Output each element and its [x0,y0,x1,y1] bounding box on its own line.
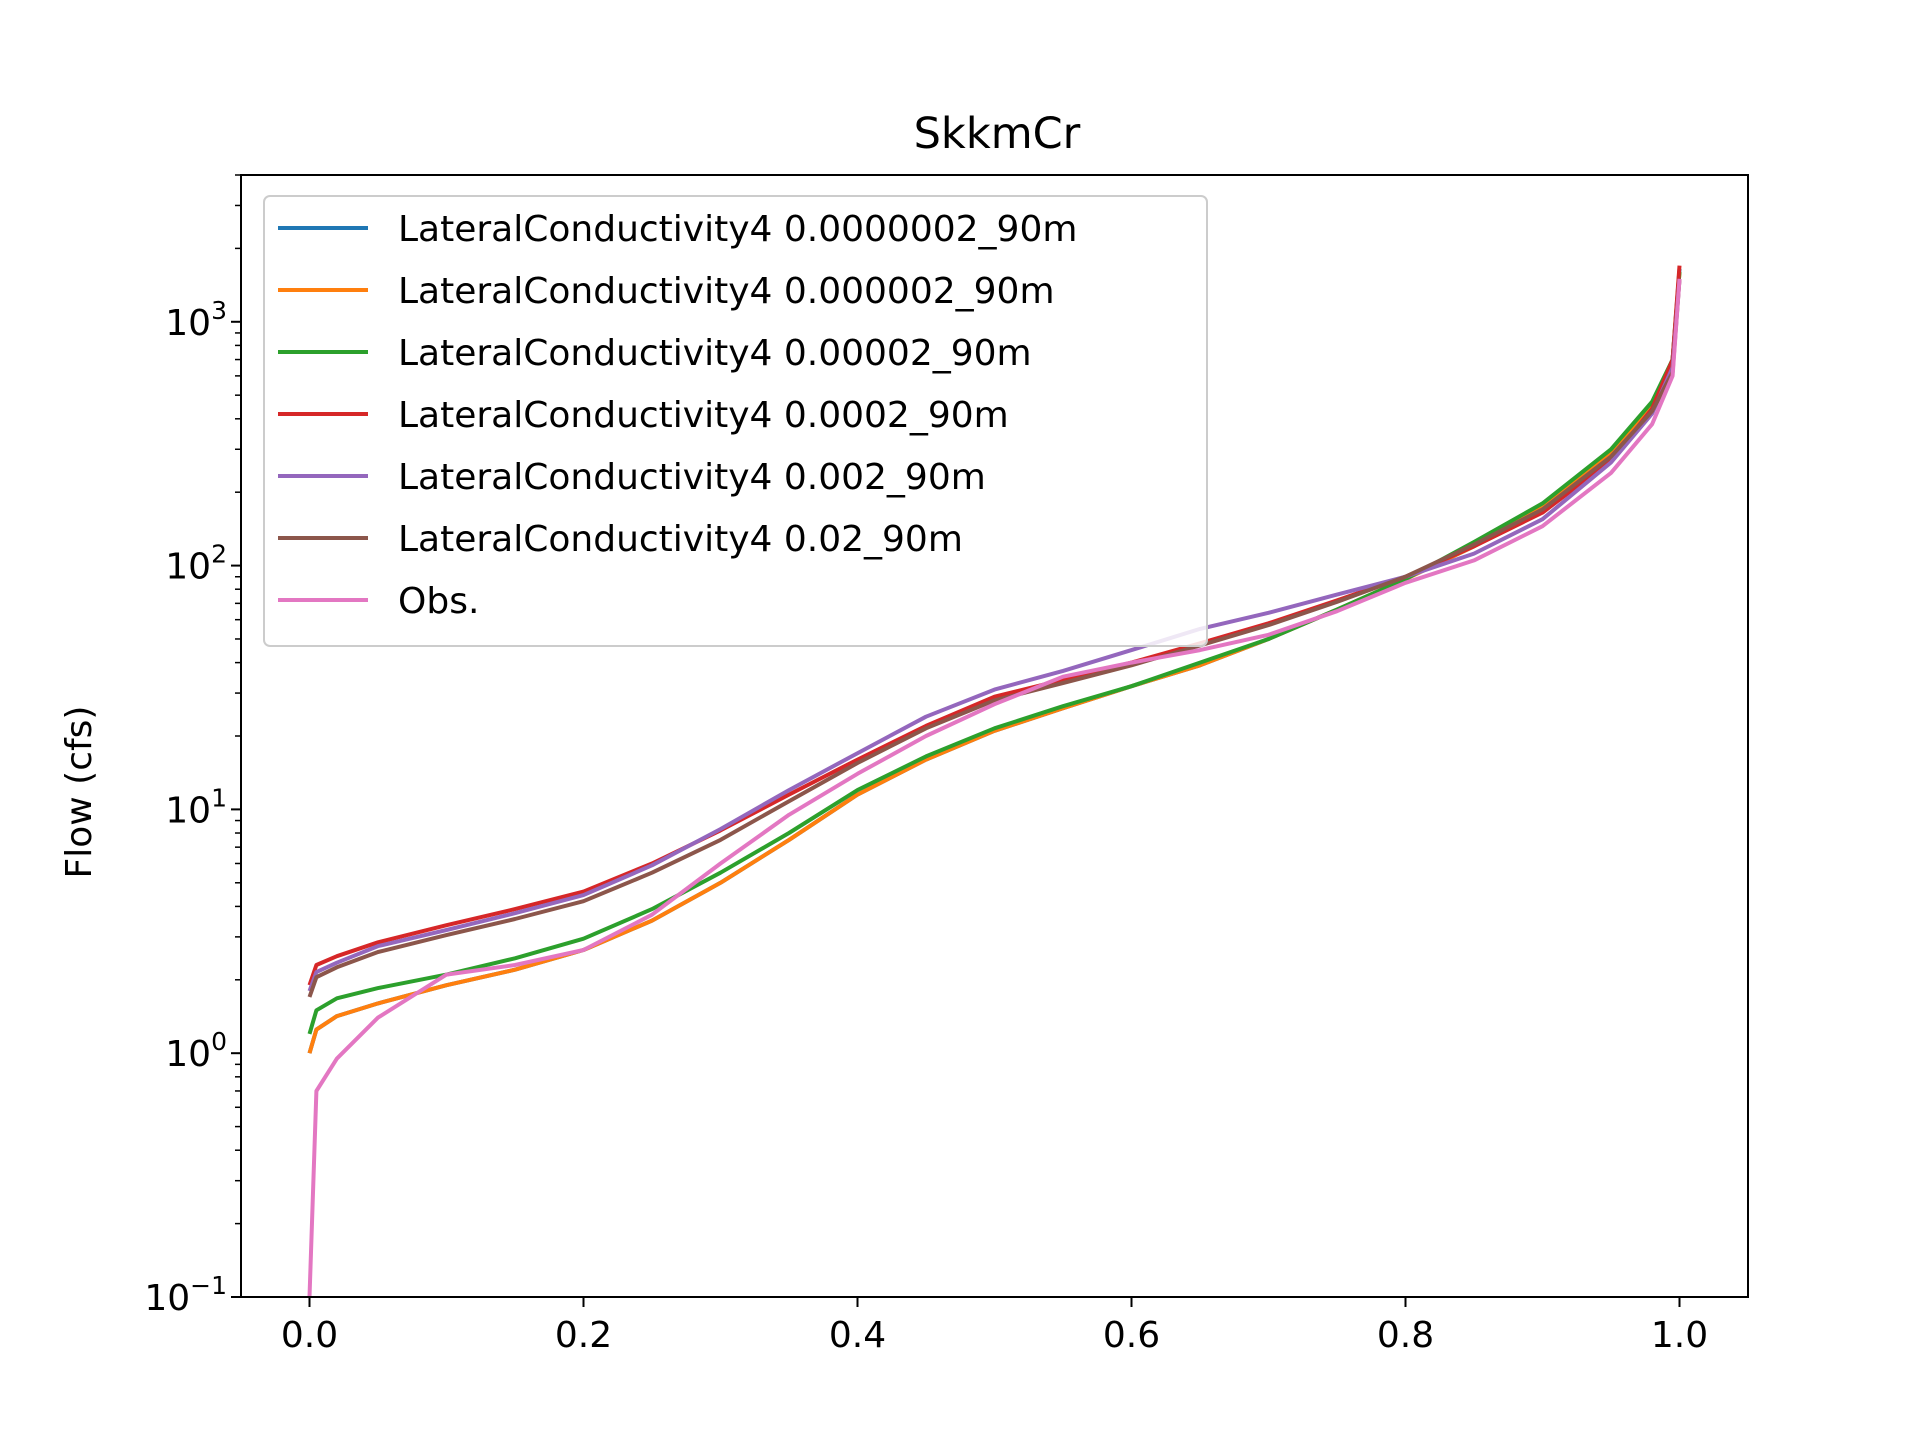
y-tick-label: 101 [165,783,227,831]
series-line-7 [307,278,1682,1297]
x-tick-label: 0.4 [829,1315,886,1356]
legend-label: Obs. [398,581,479,622]
x-tick-label: 0.0 [281,1315,338,1356]
x-tick-label: 0.6 [1103,1315,1160,1356]
legend-label: LateralConductivity4 0.0000002_90m [398,209,1077,250]
y-axis: 10−1 100 101 102 103 [144,174,241,1319]
legend-box [263,195,1208,647]
series-line-4 [307,265,1682,986]
series-line-2 [307,271,1682,1054]
legend-label: LateralConductivity4 0.002_90m [398,457,986,498]
y-tick-label: 100 [165,1027,227,1075]
chart-title: SkkmCr [914,109,1081,159]
series-line-6 [307,278,1682,998]
x-tick-label: 0.8 [1377,1315,1434,1356]
x-tick-label: 0.2 [555,1315,612,1356]
legend-label: LateralConductivity4 0.000002_90m [398,271,1055,312]
series-line-5 [307,278,1682,992]
legend-label: LateralConductivity4 0.0002_90m [398,395,1009,436]
legend-label: LateralConductivity4 0.02_90m [398,519,963,560]
x-axis: 0.0 0.2 0.4 0.6 0.8 1.0 [281,1297,1708,1356]
x-tick-label: 1.0 [1651,1315,1708,1356]
y-tick-label: 10−1 [144,1271,227,1319]
y-tick-label: 102 [165,540,227,588]
y-axis-label: Flow (cfs) [59,706,100,879]
plot-lines [307,265,1682,1297]
legend: LateralConductivity4 0.0000002_90m Latera… [263,195,1208,647]
y-tick-label: 103 [165,296,227,344]
legend-label: LateralConductivity4 0.00002_90m [398,333,1032,374]
